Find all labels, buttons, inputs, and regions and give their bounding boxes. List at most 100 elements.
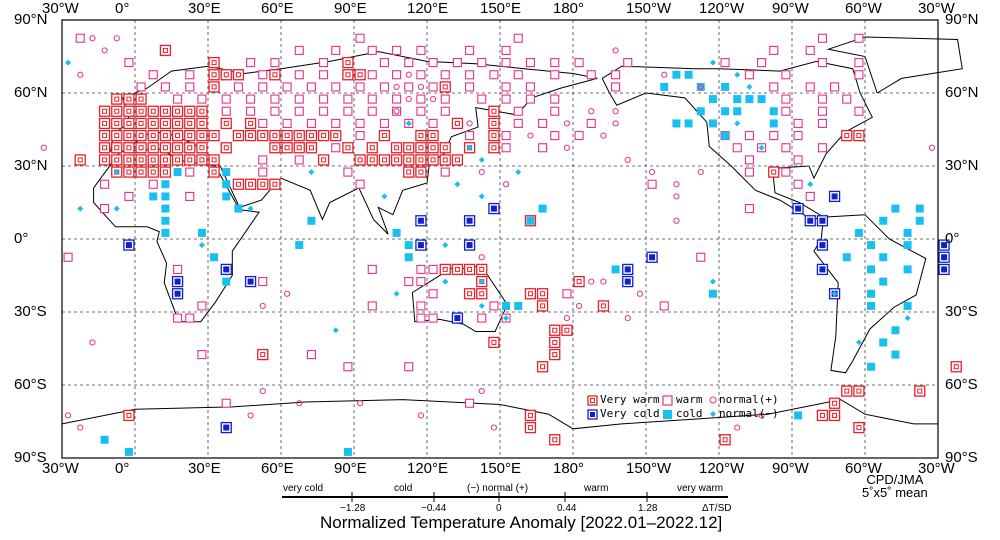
marker-warm bbox=[270, 58, 280, 68]
marker-cold bbox=[173, 168, 182, 177]
marker-normal-plus bbox=[247, 412, 254, 419]
marker-cold bbox=[197, 228, 206, 237]
lon-label-bottom: 60°W bbox=[845, 460, 882, 477]
marker-normal-plus bbox=[612, 47, 619, 54]
marker-warm bbox=[501, 82, 511, 92]
marker-normal-plus bbox=[77, 424, 84, 431]
marker-very-warm-inner bbox=[418, 169, 424, 175]
marker-cold bbox=[502, 301, 511, 310]
marker-very-warm-inner bbox=[442, 157, 448, 163]
marker-normal-plus bbox=[600, 278, 607, 285]
marker-warm bbox=[513, 106, 523, 116]
marker-very-warm-inner bbox=[248, 181, 254, 187]
marker-very-warm-inner bbox=[527, 412, 533, 418]
marker-very-warm-inner bbox=[138, 96, 144, 102]
marker-cold bbox=[222, 192, 231, 201]
marker-warm bbox=[282, 118, 292, 128]
marker-very-warm-inner bbox=[223, 145, 229, 151]
marker-warm bbox=[805, 191, 815, 201]
lon-label-bottom: 30°W bbox=[42, 460, 79, 477]
marker-normal-plus bbox=[478, 254, 485, 261]
marker-very-warm-inner bbox=[771, 169, 777, 175]
marker-warm bbox=[854, 58, 864, 68]
marker-warm bbox=[744, 155, 754, 165]
marker-very-warm bbox=[123, 154, 135, 166]
marker-cold bbox=[891, 350, 900, 359]
marker-very-warm-inner bbox=[162, 157, 168, 163]
marker-very-warm bbox=[536, 300, 549, 312]
marker-cold bbox=[222, 168, 231, 177]
marker-warm bbox=[392, 45, 402, 55]
marker-warm bbox=[854, 33, 864, 43]
marker-normal-plus bbox=[405, 95, 412, 103]
marker-normal-plus bbox=[296, 400, 303, 407]
marker-cold bbox=[733, 107, 742, 116]
marker-very-cold-inner bbox=[831, 193, 838, 200]
marker-warm bbox=[769, 45, 779, 55]
marker-very-warm bbox=[293, 142, 305, 154]
marker-very-warm-inner bbox=[102, 120, 108, 126]
marker-very-warm-inner bbox=[150, 145, 156, 151]
marker-very-warm bbox=[196, 129, 208, 142]
marker-warm bbox=[525, 94, 535, 104]
marker-very-warm-inner bbox=[138, 169, 144, 175]
marker-very-warm-inner bbox=[321, 133, 327, 139]
marker-very-warm-inner bbox=[150, 157, 156, 163]
marker-warm bbox=[331, 118, 341, 128]
marker-very-warm bbox=[147, 105, 159, 117]
marker-very-warm bbox=[147, 129, 159, 142]
marker-very-warm bbox=[427, 142, 439, 154]
marker-very-warm bbox=[536, 288, 549, 300]
marker-very-warm bbox=[135, 129, 147, 142]
marker-warm bbox=[647, 179, 657, 189]
marker-normal-minus bbox=[77, 205, 84, 212]
lon-label-top: 120°W bbox=[699, 0, 745, 17]
marker-very-cold-inner bbox=[247, 278, 254, 285]
marker-warm bbox=[550, 70, 560, 80]
marker-very-warm bbox=[244, 117, 257, 130]
marker-very-warm-inner bbox=[357, 157, 363, 163]
marker-normal-plus bbox=[697, 168, 704, 176]
marker-warm bbox=[817, 106, 827, 116]
marker-very-warm bbox=[74, 154, 86, 166]
marker-warm bbox=[477, 94, 487, 104]
marker-warm bbox=[525, 82, 535, 92]
marker-very-warm-inner bbox=[211, 169, 217, 175]
marker-very-warm-inner bbox=[406, 169, 412, 175]
marker-very-warm-inner bbox=[162, 133, 168, 139]
marker-warm bbox=[659, 301, 669, 311]
marker-very-warm bbox=[269, 178, 281, 190]
marker-warm bbox=[538, 143, 548, 153]
marker-very-warm bbox=[403, 142, 415, 154]
marker-very-warm-inner bbox=[187, 133, 193, 139]
marker-very-warm bbox=[135, 142, 147, 154]
marker-normal-minus bbox=[746, 83, 753, 90]
marker-very-cold-inner bbox=[174, 290, 181, 297]
marker-very-warm bbox=[342, 56, 354, 69]
lon-label-top: 30°E bbox=[188, 0, 221, 17]
marker-warm bbox=[550, 94, 560, 104]
marker-cold bbox=[879, 253, 888, 262]
scale-cat-cold: cold bbox=[394, 483, 413, 494]
marker-very-warm bbox=[147, 142, 159, 154]
marker-very-warm-inner bbox=[211, 133, 217, 139]
marker-warm bbox=[258, 167, 268, 177]
marker-very-warm bbox=[123, 409, 135, 422]
marker-warm bbox=[416, 70, 426, 80]
marker-very-warm bbox=[415, 142, 427, 154]
marker-very-warm-inner bbox=[430, 157, 436, 163]
marker-very-warm bbox=[573, 275, 585, 288]
marker-cold bbox=[867, 265, 876, 274]
marker-very-warm-inner bbox=[199, 120, 205, 126]
marker-warm bbox=[331, 143, 341, 153]
lat-label-right: 30°S bbox=[945, 303, 978, 320]
marker-very-warm-inner bbox=[211, 60, 217, 66]
marker-normal-minus bbox=[393, 290, 400, 297]
marker-very-cold-inner bbox=[819, 266, 826, 273]
marker-very-warm-inner bbox=[199, 108, 205, 114]
marker-normal-minus bbox=[198, 242, 205, 249]
marker-very-warm-inner bbox=[491, 133, 497, 139]
marker-warm bbox=[185, 70, 195, 80]
marker-very-warm bbox=[123, 166, 135, 178]
marker-warm bbox=[781, 167, 791, 177]
